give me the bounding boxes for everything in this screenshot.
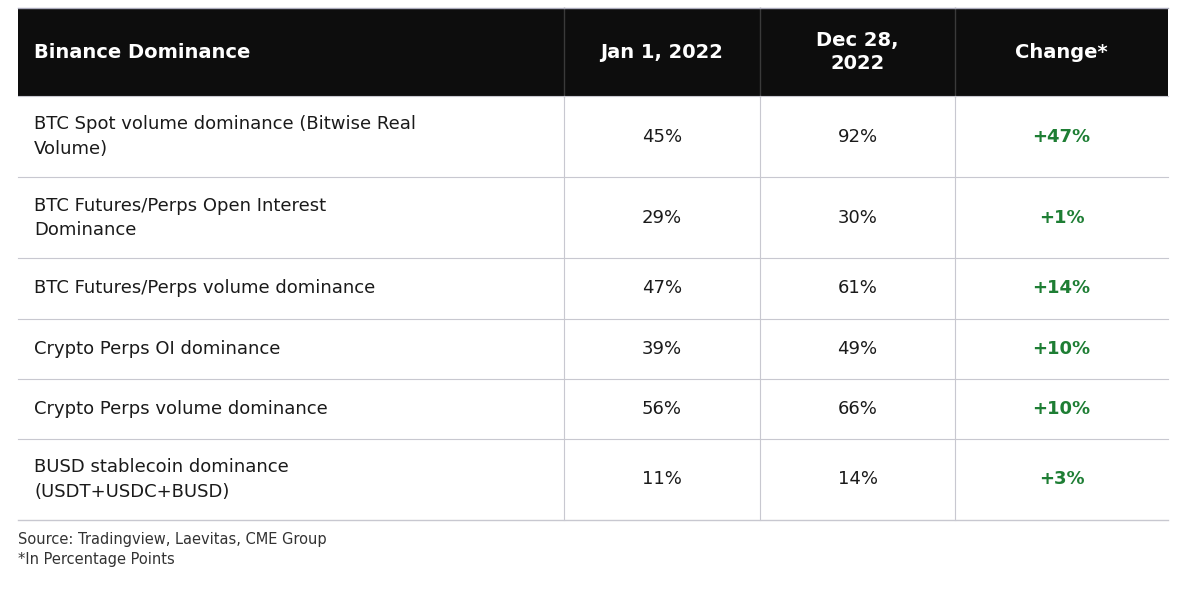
Text: +14%: +14% (1033, 280, 1091, 297)
Text: BTC Futures/Perps Open Interest
Dominance: BTC Futures/Perps Open Interest Dominanc… (34, 196, 326, 239)
Text: 39%: 39% (642, 340, 682, 358)
Text: 11%: 11% (642, 470, 682, 489)
Text: BTC Spot volume dominance (Bitwise Real
Volume): BTC Spot volume dominance (Bitwise Real … (34, 116, 416, 158)
Text: Change*: Change* (1015, 42, 1108, 61)
Text: 30%: 30% (837, 209, 878, 227)
Text: 92%: 92% (837, 127, 878, 146)
Text: BUSD stablecoin dominance
(USDT+USDC+BUSD): BUSD stablecoin dominance (USDT+USDC+BUS… (34, 458, 288, 500)
Text: Binance Dominance: Binance Dominance (34, 42, 250, 61)
Text: BTC Futures/Perps volume dominance: BTC Futures/Perps volume dominance (34, 280, 375, 297)
Text: 56%: 56% (642, 400, 682, 418)
Text: +1%: +1% (1039, 209, 1084, 227)
Text: 66%: 66% (837, 400, 878, 418)
Text: *In Percentage Points: *In Percentage Points (18, 552, 174, 567)
Text: 49%: 49% (837, 340, 878, 358)
Text: 45%: 45% (642, 127, 682, 146)
Text: Crypto Perps volume dominance: Crypto Perps volume dominance (34, 400, 327, 418)
Text: Source: Tradingview, Laevitas, CME Group: Source: Tradingview, Laevitas, CME Group (18, 532, 326, 547)
Text: 29%: 29% (642, 209, 682, 227)
Text: +10%: +10% (1033, 400, 1091, 418)
Text: +47%: +47% (1033, 127, 1091, 146)
Text: Crypto Perps OI dominance: Crypto Perps OI dominance (34, 340, 280, 358)
Text: 14%: 14% (837, 470, 878, 489)
Text: Dec 28,
2022: Dec 28, 2022 (816, 31, 899, 73)
Text: Jan 1, 2022: Jan 1, 2022 (600, 42, 723, 61)
Text: +3%: +3% (1039, 470, 1084, 489)
Text: 47%: 47% (642, 280, 682, 297)
Bar (18, 8, 1168, 96)
Text: +10%: +10% (1033, 340, 1091, 358)
Text: 61%: 61% (837, 280, 878, 297)
